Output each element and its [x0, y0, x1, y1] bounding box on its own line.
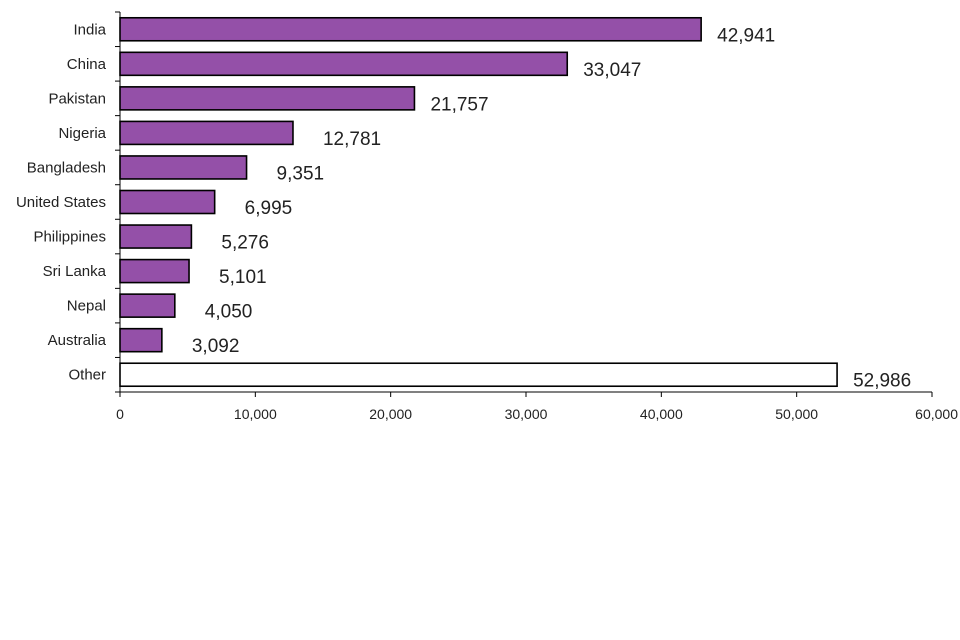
data-label: 6,995	[245, 198, 293, 219]
bar-india	[119, 16, 702, 42]
bars-layer	[119, 16, 838, 388]
category-label: Sri Lanka	[43, 263, 107, 280]
data-label: 3,092	[192, 336, 240, 357]
x-tick-label: 40,000	[640, 406, 683, 422]
axes-layer	[115, 11, 933, 397]
category-label: Other	[68, 367, 106, 384]
data-label: 5,101	[219, 267, 267, 288]
x-tick-label: 60,000	[915, 406, 958, 422]
bar-other	[119, 362, 838, 388]
data-label: 42,941	[717, 25, 775, 46]
data-label: 4,050	[205, 302, 253, 323]
data-label: 21,757	[430, 94, 488, 115]
bar-pakistan	[119, 86, 416, 111]
bar-australia	[119, 327, 163, 353]
x-tick-label: 0	[116, 406, 124, 422]
bar-nepal	[119, 293, 176, 318]
x-tick-label: 50,000	[775, 406, 818, 422]
data-label: 9,351	[277, 163, 325, 184]
data-label: 33,047	[583, 60, 641, 81]
category-label: Australia	[48, 332, 107, 349]
bar-china	[119, 51, 569, 77]
category-label: Nigeria	[58, 125, 106, 142]
category-label: Philippines	[33, 229, 106, 246]
data-label: 52,986	[853, 371, 911, 392]
x-tick-label: 20,000	[369, 406, 412, 422]
bar-united-states	[119, 189, 216, 215]
category-label: Bangladesh	[27, 159, 106, 176]
bar-bangladesh	[119, 155, 248, 180]
bar-nigeria	[119, 120, 294, 146]
labels-layer: India 42,941 China 33,047 Pakistan 21,757 Nige…	[16, 21, 958, 422]
bar-sri-lanka	[119, 258, 190, 284]
x-tick-label: 30,000	[505, 406, 548, 422]
category-label: China	[67, 56, 107, 73]
category-label: Pakistan	[48, 90, 106, 107]
data-label: 12,781	[323, 129, 381, 150]
category-label: Nepal	[67, 298, 106, 315]
data-label: 5,276	[221, 233, 269, 254]
bar-philippines	[119, 224, 193, 249]
category-label: United States	[16, 194, 106, 211]
category-label: India	[73, 21, 106, 38]
x-tick-label: 10,000	[234, 406, 277, 422]
